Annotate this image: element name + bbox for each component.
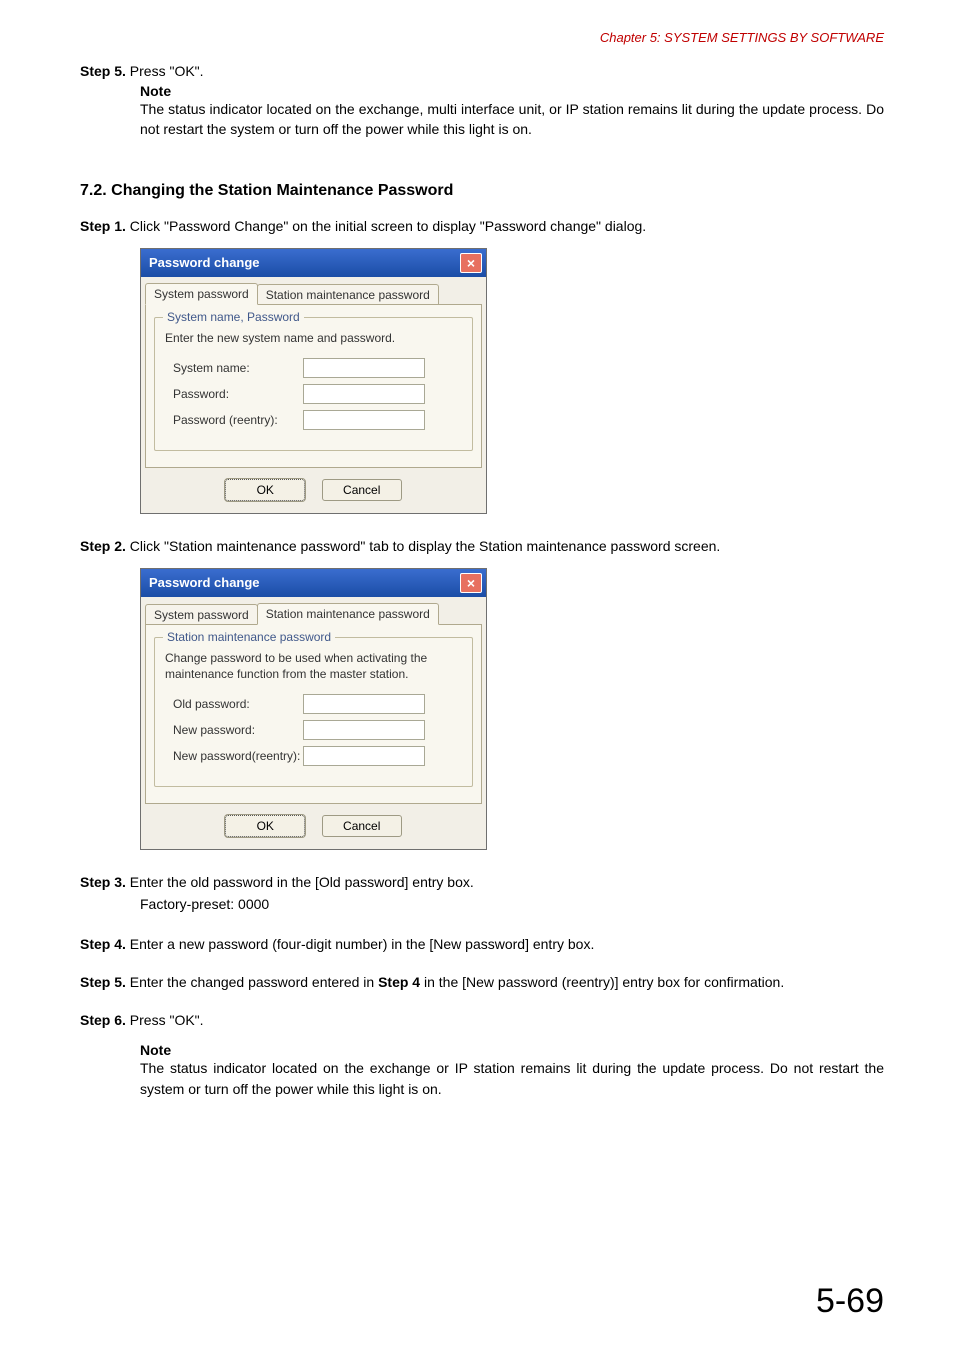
step-label: Step 4. [80, 936, 126, 952]
cancel-button[interactable]: Cancel [322, 479, 402, 501]
step-label: Step 5. [80, 63, 126, 79]
step-label: Step 2. [80, 538, 126, 554]
step-text: Press "OK". [130, 63, 204, 79]
step-4: Step 4. Enter a new password (four-digit… [80, 936, 884, 952]
tab-system-password[interactable]: System password [145, 283, 258, 305]
ok-button[interactable]: OK [225, 479, 305, 501]
tab-strip: System password Station maintenance pass… [141, 277, 486, 305]
chapter-header: Chapter 5: SYSTEM SETTINGS BY SOFTWARE [80, 30, 884, 45]
step-text: Enter a new password (four-digit number)… [130, 936, 595, 952]
password-reentry-input[interactable] [303, 410, 425, 430]
step-text: Press "OK". [130, 1012, 204, 1028]
field-row-system-name: System name: [165, 358, 462, 378]
step-text: Click "Station maintenance password" tab… [130, 538, 720, 554]
field-label: System name: [165, 361, 303, 375]
cancel-button[interactable]: Cancel [322, 815, 402, 837]
system-name-input[interactable] [303, 358, 425, 378]
field-label: Old password: [165, 697, 303, 711]
groupbox-system: System name, Password Enter the new syst… [154, 317, 473, 451]
groupbox-desc: Enter the new system name and password. [165, 330, 462, 346]
step-3-sub: Factory-preset: 0000 [140, 894, 884, 914]
field-label: Password: [165, 387, 303, 401]
field-row-password-reentry: Password (reentry): [165, 410, 462, 430]
field-label: New password: [165, 723, 303, 737]
field-row-old-password: Old password: [165, 694, 462, 714]
step-5b: Step 5. Enter the changed password enter… [80, 974, 884, 990]
step-label: Step 5. [80, 974, 126, 990]
page: Chapter 5: SYSTEM SETTINGS BY SOFTWARE S… [0, 0, 954, 1351]
step-6: Step 6. Press "OK". [80, 1012, 884, 1028]
step-2: Step 2. Click "Station maintenance passw… [80, 538, 884, 554]
password-change-dialog-1: Password change × System password Statio… [140, 248, 487, 514]
note-text: The status indicator located on the exch… [140, 99, 884, 140]
password-input[interactable] [303, 384, 425, 404]
field-label: Password (reentry): [165, 413, 303, 427]
dialog-title: Password change [149, 255, 260, 270]
note-text: The status indicator located on the exch… [140, 1058, 884, 1099]
step-prefix: Enter the changed password entered in [130, 974, 378, 990]
field-row-new-password: New password: [165, 720, 462, 740]
tab-station-maintenance-password[interactable]: Station maintenance password [257, 284, 439, 306]
step-text: Enter the old password in the [Old passw… [130, 874, 474, 890]
field-row-new-password-reentry: New password(reentry): [165, 746, 462, 766]
page-number: 5-69 [816, 1282, 884, 1321]
tab-station-maintenance-password[interactable]: Station maintenance password [257, 603, 439, 625]
section-heading: 7.2. Changing the Station Maintenance Pa… [80, 182, 884, 200]
dialog-title-bar: Password change × [141, 249, 486, 277]
dialog-title-bar: Password change × [141, 569, 486, 597]
password-change-dialog-2: Password change × System password Statio… [140, 568, 487, 850]
note-label: Note [140, 1042, 884, 1058]
field-label: New password(reentry): [165, 749, 303, 763]
step-suffix: in the [New password (reentry)] entry bo… [420, 974, 784, 990]
dialog-title: Password change [149, 575, 260, 590]
step-label: Step 6. [80, 1012, 126, 1028]
ok-button[interactable]: OK [225, 815, 305, 837]
groupbox-station: Station maintenance password Change pass… [154, 637, 473, 787]
dialog-button-row: OK Cancel [141, 469, 486, 513]
step-text: Click "Password Change" on the initial s… [130, 218, 646, 234]
step-bold: Step 4 [378, 974, 420, 990]
new-password-reentry-input[interactable] [303, 746, 425, 766]
field-row-password: Password: [165, 384, 462, 404]
note-label: Note [140, 83, 884, 99]
old-password-input[interactable] [303, 694, 425, 714]
groupbox-title: Station maintenance password [163, 630, 335, 644]
groupbox-desc: Change password to be used when activati… [165, 650, 462, 682]
tab-panel: Station maintenance password Change pass… [145, 624, 482, 804]
tab-strip: System password Station maintenance pass… [141, 597, 486, 625]
close-icon[interactable]: × [460, 573, 482, 593]
close-icon[interactable]: × [460, 253, 482, 273]
step-label: Step 3. [80, 874, 126, 890]
dialog-button-row: OK Cancel [141, 805, 486, 849]
groupbox-title: System name, Password [163, 310, 304, 324]
tab-panel: System name, Password Enter the new syst… [145, 304, 482, 468]
tab-system-password[interactable]: System password [145, 604, 258, 626]
new-password-input[interactable] [303, 720, 425, 740]
step-label: Step 1. [80, 218, 126, 234]
step-5a: Step 5. Press "OK". [80, 63, 884, 79]
step-1: Step 1. Click "Password Change" on the i… [80, 218, 884, 234]
step-3: Step 3. Enter the old password in the [O… [80, 874, 884, 890]
